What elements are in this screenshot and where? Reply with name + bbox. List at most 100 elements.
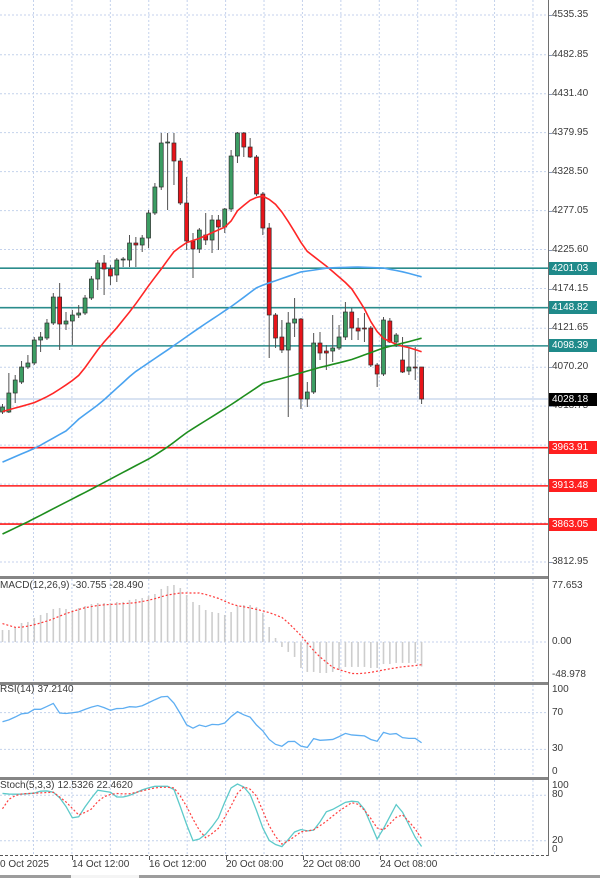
panel-separator-main-macd[interactable] [0, 576, 549, 579]
price-axis-label: 4535.35 [552, 9, 589, 20]
candle [412, 347, 418, 381]
panel-separator-macd-rsi[interactable] [0, 682, 549, 685]
price-chart-panel[interactable] [0, 0, 548, 576]
candle [387, 318, 393, 344]
price-chart-canvas[interactable] [0, 0, 548, 576]
price-axis-tick [549, 171, 552, 173]
candle [330, 315, 336, 363]
candle [292, 298, 297, 338]
macd-legend: MACD(12,26,9) -30.755 -28.490 [0, 580, 146, 592]
time-axis-border [0, 855, 549, 856]
time-axis-label: 22 Oct 08:00 [303, 859, 361, 870]
macd-signal-line [2, 592, 422, 675]
rsi-legend: RSI(14) 37.2140 [0, 684, 77, 696]
candle [120, 257, 126, 268]
price-axis-tick [549, 406, 552, 408]
time-axis-tick [380, 856, 381, 860]
level-price-tag[interactable]: 4201.03 [549, 261, 597, 275]
level-price-tag[interactable]: 3963.91 [549, 441, 597, 455]
level-price-tag[interactable]: 4098.39 [549, 339, 597, 353]
macd-axis-label: 77.653 [552, 580, 583, 591]
price-axis-tick [549, 562, 552, 563]
stochastic-legend: Stoch(5,3,3) 12.5326 22.4620 [0, 780, 136, 792]
candle [298, 318, 304, 410]
panel-separator-rsi-stoch[interactable] [0, 777, 549, 780]
price-axis-tick [549, 249, 552, 251]
candle [31, 337, 37, 366]
candle [139, 235, 145, 253]
candle [368, 326, 374, 368]
candle [63, 312, 69, 331]
candle [355, 318, 361, 341]
candle [12, 375, 18, 404]
stoch-name: Stoch(5,3,3) [0, 780, 55, 791]
price-axis-label: 4225.60 [552, 243, 589, 255]
macd-canvas[interactable] [0, 579, 548, 682]
rsi-axis-label: 0 [552, 766, 558, 777]
candle [50, 293, 56, 326]
rsi-axis-label: 100 [552, 684, 569, 695]
stoch-axis-label: 100 [552, 780, 569, 791]
price-axis-label: 4121.65 [552, 322, 589, 334]
price-axis-label: 4018.75 [552, 400, 589, 412]
stochastic-panel[interactable] [0, 780, 548, 856]
time-axis-label: 16 Oct 12:00 [149, 859, 207, 870]
candle [254, 155, 259, 197]
rsi-canvas[interactable] [0, 685, 548, 777]
rsi-line [2, 695, 422, 749]
stoch-axis-label: 80 [552, 789, 564, 801]
candle [266, 223, 272, 359]
candle [95, 260, 101, 291]
candle [273, 313, 278, 349]
time-axis-label: 14 Oct 12:00 [72, 859, 130, 870]
ma-green-line [2, 337, 422, 535]
candle [203, 213, 209, 246]
candle [241, 132, 247, 158]
candle [349, 308, 355, 341]
candle [69, 310, 75, 346]
candle [317, 332, 323, 361]
candle [304, 382, 310, 408]
candle [336, 325, 342, 351]
stoch-signal-value: 22.4620 [96, 780, 133, 791]
price-axis-label: 3812.95 [552, 556, 589, 567]
time-axis-tick [226, 856, 227, 860]
time-axis-label: 20 Oct 08:00 [226, 859, 284, 870]
price-axis-tick [549, 210, 552, 212]
candle [0, 404, 5, 415]
stoch-axis-label: 0 [552, 844, 558, 855]
rsi-axis-label: 70 [552, 706, 564, 718]
price-axis-tick [549, 132, 552, 134]
price-axis-line [548, 0, 549, 856]
level-price-tag[interactable]: 4148.82 [549, 301, 597, 315]
candle [108, 265, 113, 286]
candle [152, 183, 158, 216]
macd-name: MACD(12,26,9) [0, 580, 70, 591]
rsi-panel[interactable] [0, 685, 548, 777]
macd-axis-label: 0.00 [552, 636, 572, 647]
level-price-tag[interactable]: 3913.48 [549, 479, 597, 493]
candle [381, 317, 386, 377]
stochastic-canvas[interactable] [0, 780, 548, 856]
level-price-tag[interactable]: 3863.05 [549, 517, 597, 531]
stoch-axis-label: 20 [552, 834, 564, 846]
price-axis-label: 4482.85 [552, 48, 589, 60]
candle [406, 348, 412, 376]
time-axis-label: 0 Oct 2025 [0, 859, 49, 870]
rsi-axis-label: 30 [552, 743, 564, 755]
rsi-name: RSI(14) [0, 684, 35, 695]
macd-panel[interactable] [0, 579, 548, 682]
candle [374, 363, 380, 388]
chart-tab-active[interactable] [71, 875, 139, 878]
candle [235, 132, 240, 164]
candle [362, 313, 367, 343]
stoch-main-line [2, 783, 423, 848]
candle [171, 133, 177, 186]
price-axis-tick [549, 54, 552, 56]
candle [25, 355, 31, 370]
candle [38, 332, 43, 353]
candle [19, 361, 24, 385]
price-axis-tick [549, 328, 552, 330]
candle [44, 319, 50, 341]
